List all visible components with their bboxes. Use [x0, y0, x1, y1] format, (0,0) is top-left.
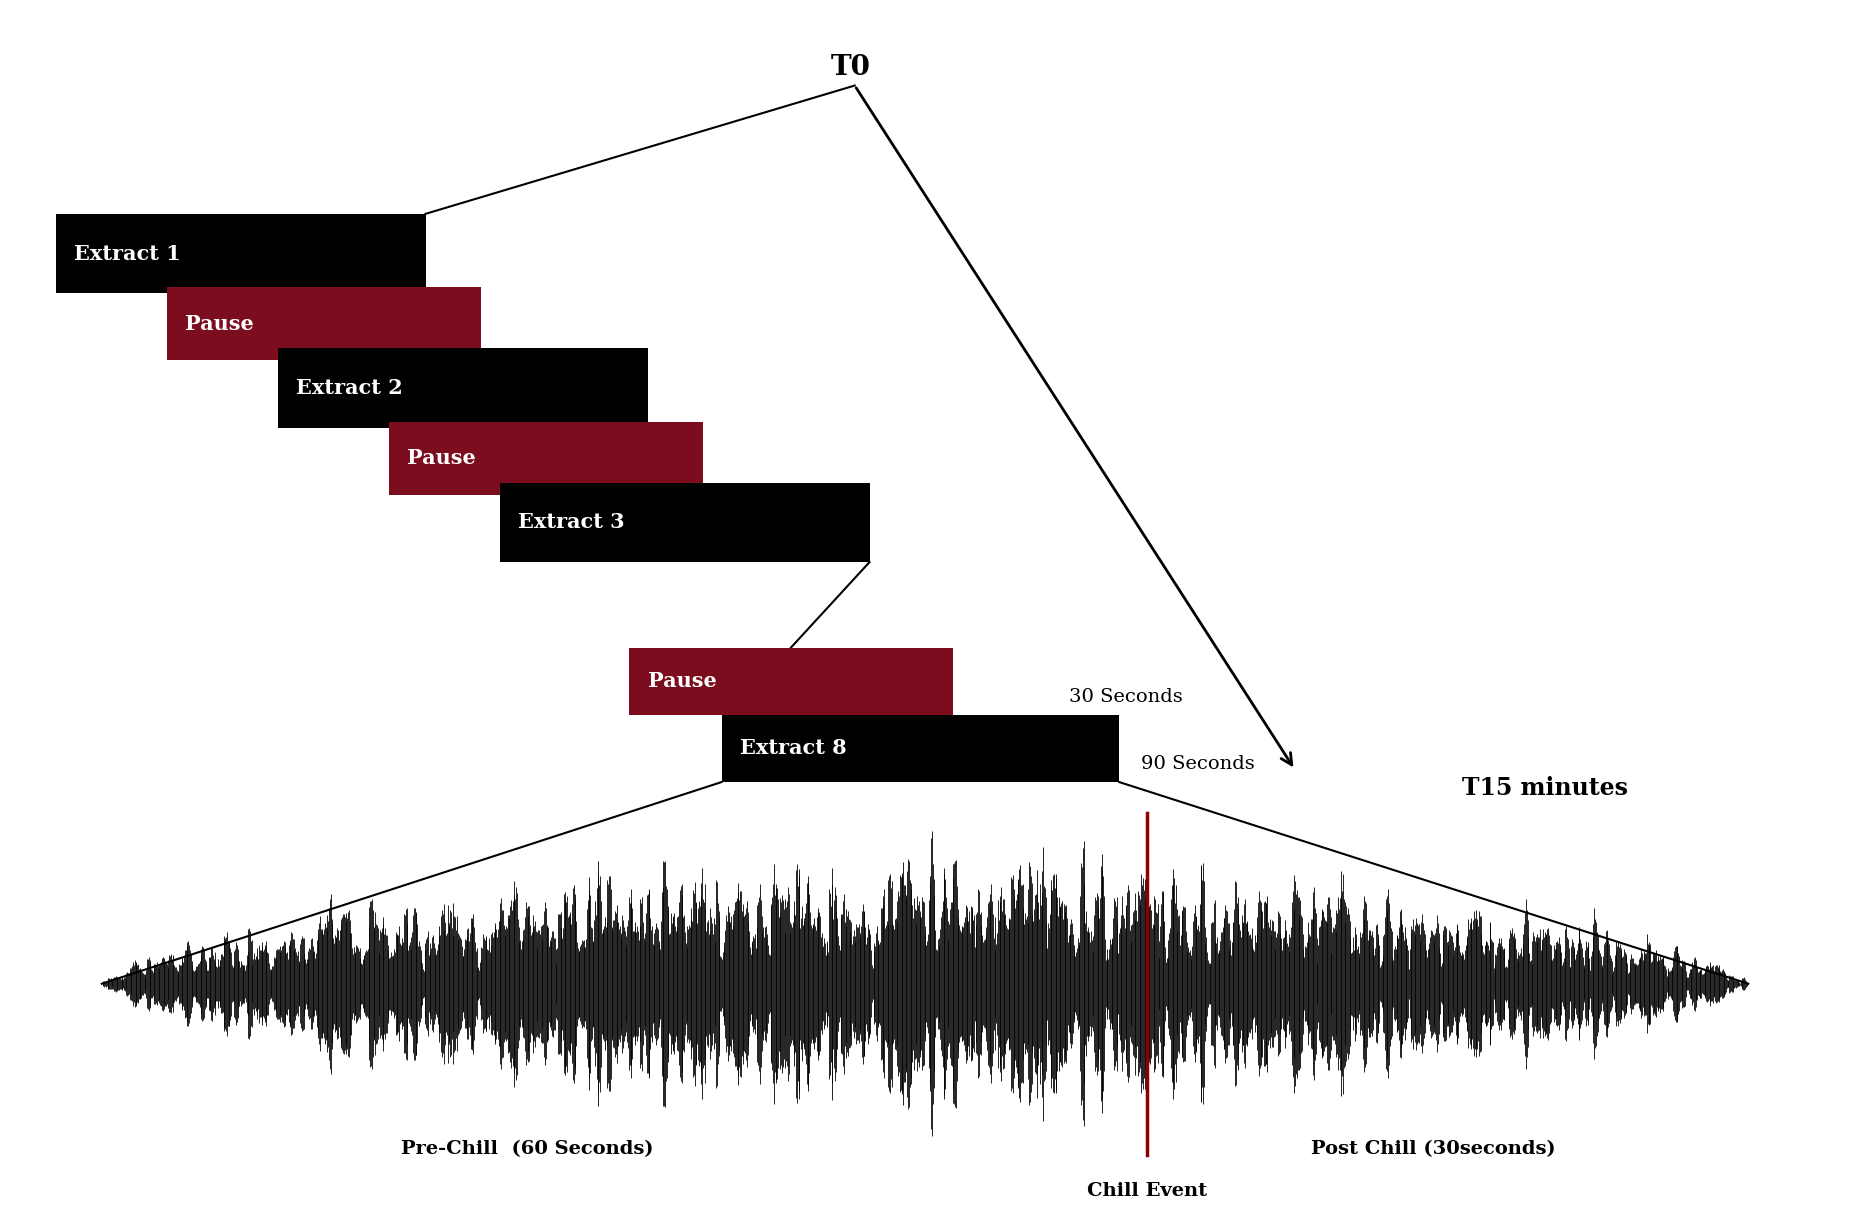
Text: Extract 2: Extract 2: [296, 378, 403, 398]
Text: Extract 1: Extract 1: [74, 243, 181, 264]
Text: Pre-Chill  (60 Seconds): Pre-Chill (60 Seconds): [401, 1140, 653, 1157]
Text: Extract 3: Extract 3: [518, 512, 625, 533]
Text: Pause: Pause: [407, 448, 475, 468]
FancyBboxPatch shape: [56, 214, 426, 293]
FancyBboxPatch shape: [166, 287, 481, 360]
Text: Post Chill (30seconds): Post Chill (30seconds): [1312, 1140, 1556, 1157]
Text: 90 Seconds: 90 Seconds: [1141, 755, 1254, 772]
FancyBboxPatch shape: [388, 422, 703, 495]
FancyBboxPatch shape: [500, 483, 870, 562]
FancyBboxPatch shape: [629, 648, 953, 715]
Text: 30 Seconds: 30 Seconds: [1069, 688, 1182, 705]
Text: Extract 8: Extract 8: [740, 738, 847, 759]
Text: Pause: Pause: [648, 671, 716, 692]
Text: T15 minutes: T15 minutes: [1462, 776, 1628, 800]
FancyBboxPatch shape: [278, 348, 648, 428]
FancyBboxPatch shape: [722, 715, 1119, 782]
Text: Chill Event: Chill Event: [1088, 1183, 1206, 1200]
Text: T0: T0: [831, 54, 871, 81]
Text: Pause: Pause: [185, 314, 253, 334]
